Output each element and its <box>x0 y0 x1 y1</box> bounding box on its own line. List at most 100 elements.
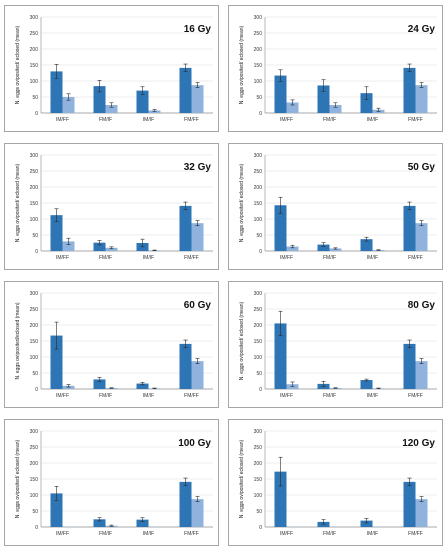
bar-eggs-oviposited <box>179 67 192 113</box>
x-tick-label: FM/IF <box>323 117 336 123</box>
y-axis-label: N. eggs oviposited/ eclosed (mean) <box>239 439 245 518</box>
x-tick-label: FM/FF <box>184 117 199 123</box>
bar-eggs-oviposited <box>360 239 373 251</box>
x-tick-label: IM/FF <box>56 393 69 399</box>
y-tick-label: 100 <box>30 355 39 361</box>
bar-eggs-oviposited <box>317 521 330 527</box>
x-tick-label: FM/FF <box>408 117 423 123</box>
y-tick-label: 0 <box>259 387 262 393</box>
y-axis-label: N. eggs oviposited/ eclosed (mean) <box>239 301 245 380</box>
y-tick-label: 250 <box>30 31 39 37</box>
bar-eggs-oviposited <box>93 519 106 527</box>
y-tick-label: 50 <box>32 509 38 515</box>
y-tick-label: 0 <box>259 525 262 531</box>
chart-title: 50 Gy <box>408 162 436 173</box>
y-tick-label: 0 <box>259 111 262 117</box>
chart-panel: 0 50 100 150 200 250 300 N. eggs oviposited/ecl… <box>4 281 219 408</box>
bar-eggs-oviposited <box>136 383 149 389</box>
y-axis-label: N. eggs oviposited/ eclosed (mean) <box>239 163 245 242</box>
bar-eggs-oviposited <box>403 343 416 389</box>
y-tick-label: 300 <box>30 429 39 435</box>
x-tick-label: FM/FF <box>408 393 423 399</box>
y-tick-label: 50 <box>256 233 262 239</box>
y-tick-label: 100 <box>30 217 39 223</box>
bar-eggs-oviposited <box>403 205 416 251</box>
chart-panel: 0 50 100 150 200 250 300 N. eggs oviposited/ ec… <box>4 143 219 270</box>
bar-eggs-oviposited <box>93 379 106 389</box>
bar-chart: 0 50 100 150 200 250 300 N. eggs oviposited/ecl… <box>15 291 213 399</box>
y-tick-label: 200 <box>30 323 39 329</box>
bar-eggs-oviposited <box>50 335 63 389</box>
bar-chart: 0 50 100 150 200 250 300 N. eggs oviposited/ ec… <box>239 429 437 537</box>
x-tick-label: IM/IF <box>367 393 378 399</box>
bar-eggs-oviposited <box>93 86 106 113</box>
bar-eggs-eclosed <box>62 385 75 389</box>
bar-eggs-oviposited <box>50 71 63 113</box>
bar-eggs-eclosed <box>415 85 428 113</box>
chart-title: 120 Gy <box>402 438 435 449</box>
y-tick-label: 300 <box>254 291 263 297</box>
chart-panel: 0 50 100 150 200 250 300 N. eggs oviposited/ ec… <box>228 419 443 546</box>
bar-eggs-oviposited <box>179 205 192 251</box>
bar-eggs-eclosed <box>105 105 118 113</box>
x-tick-label: IM/FF <box>280 255 293 261</box>
y-tick-label: 150 <box>30 63 39 69</box>
bar-eggs-oviposited <box>179 481 192 527</box>
y-tick-label: 200 <box>254 461 263 467</box>
y-tick-label: 300 <box>30 153 39 159</box>
x-tick-label: FM/IF <box>99 117 112 123</box>
chart-panel: 0 50 100 150 200 250 300 N. eggs oviposited/ ec… <box>228 5 443 132</box>
y-tick-label: 250 <box>254 307 263 313</box>
x-tick-label: FM/FF <box>184 531 199 537</box>
x-tick-label: IM/FF <box>280 531 293 537</box>
y-tick-label: 0 <box>35 111 38 117</box>
y-tick-label: 100 <box>254 493 263 499</box>
x-tick-label: FM/IF <box>99 255 112 261</box>
bar-eggs-oviposited <box>50 215 63 251</box>
x-tick-label: IM/IF <box>143 255 154 261</box>
bar-eggs-oviposited <box>50 493 63 527</box>
chart-panel: 0 50 100 150 200 250 300 N. eggs oviposited/ ec… <box>228 143 443 270</box>
y-tick-label: 0 <box>259 249 262 255</box>
x-tick-label: IM/FF <box>56 255 69 261</box>
x-tick-label: FM/FF <box>408 255 423 261</box>
x-tick-label: IM/IF <box>367 255 378 261</box>
x-tick-label: IM/FF <box>280 117 293 123</box>
bar-eggs-eclosed <box>286 246 299 251</box>
y-tick-label: 50 <box>256 95 262 101</box>
x-tick-label: IM/IF <box>143 117 154 123</box>
y-tick-label: 100 <box>254 79 263 85</box>
bar-eggs-eclosed <box>62 97 75 113</box>
y-tick-label: 250 <box>254 445 263 451</box>
y-tick-label: 250 <box>254 169 263 175</box>
bar-eggs-oviposited <box>360 93 373 113</box>
x-tick-label: IM/FF <box>56 117 69 123</box>
bar-eggs-oviposited <box>403 67 416 113</box>
x-tick-label: IM/FF <box>56 531 69 537</box>
y-tick-label: 300 <box>254 15 263 21</box>
x-tick-label: FM/IF <box>323 255 336 261</box>
x-tick-label: FM/FF <box>408 531 423 537</box>
bar-eggs-oviposited <box>274 471 287 527</box>
chart-title: 60 Gy <box>184 300 212 311</box>
y-tick-label: 150 <box>254 339 263 345</box>
bar-eggs-oviposited <box>403 481 416 527</box>
bar-chart: 0 50 100 150 200 250 300 N. eggs oviposited/ ec… <box>15 15 213 123</box>
x-tick-label: IM/IF <box>143 393 154 399</box>
y-tick-label: 100 <box>254 217 263 223</box>
y-axis-label: N. eggs oviposited/ eclosed (mean) <box>15 163 21 242</box>
y-tick-label: 50 <box>256 509 262 515</box>
y-axis-label: N. eggs oviposited/ eclosed (mean) <box>239 25 245 104</box>
bar-eggs-oviposited <box>274 323 287 389</box>
y-tick-label: 200 <box>30 461 39 467</box>
y-tick-label: 250 <box>30 169 39 175</box>
bar-eggs-eclosed <box>191 499 204 527</box>
bar-eggs-oviposited <box>274 205 287 251</box>
bar-eggs-oviposited <box>136 90 149 113</box>
y-tick-label: 50 <box>32 95 38 101</box>
y-axis-label: N. eggs oviposited/ eclosed (mean) <box>15 25 21 104</box>
bar-eggs-eclosed <box>62 241 75 251</box>
y-tick-label: 300 <box>30 15 39 21</box>
bar-eggs-eclosed <box>191 85 204 113</box>
bar-eggs-eclosed <box>415 223 428 251</box>
